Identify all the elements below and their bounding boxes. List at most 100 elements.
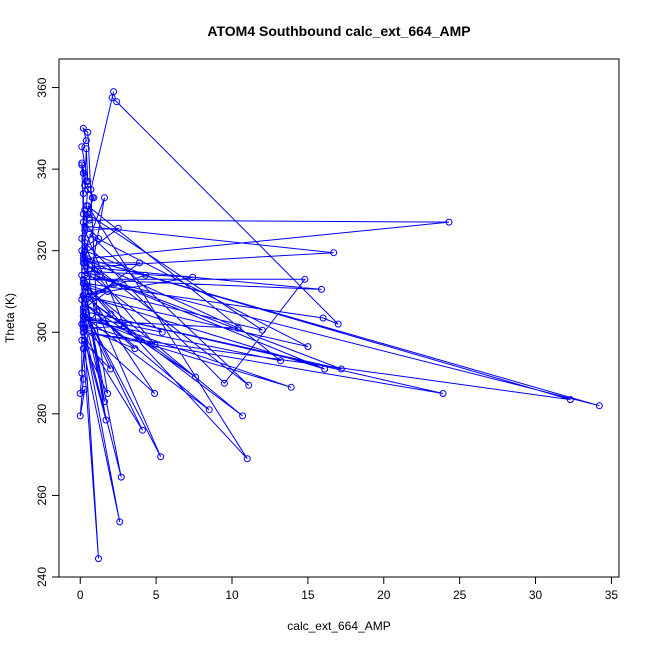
data-point — [81, 255, 89, 263]
data-point — [81, 324, 89, 332]
data-point — [85, 230, 93, 238]
x-tick-label: 15 — [301, 588, 315, 602]
data-point — [81, 259, 89, 267]
data-point — [79, 190, 87, 198]
data-point — [79, 312, 87, 320]
data-point — [287, 383, 295, 391]
data-point — [95, 555, 102, 563]
data-point — [81, 222, 89, 230]
data-point — [81, 385, 89, 393]
data-point — [96, 271, 104, 279]
data-point — [81, 206, 89, 214]
data-point — [79, 218, 87, 226]
data-point — [337, 365, 345, 373]
data-point — [81, 247, 89, 255]
data-point — [82, 177, 90, 185]
data-point — [111, 279, 119, 287]
data-point — [79, 375, 87, 383]
data-point — [82, 145, 90, 153]
data-point — [116, 518, 124, 526]
x-tick-label: 30 — [529, 588, 543, 602]
data-point — [101, 194, 108, 202]
chart-title: ATOM4 Southbound calc_ext_664_AMP — [207, 23, 470, 39]
y-tick-label: 240 — [35, 567, 49, 587]
data-point — [79, 169, 87, 177]
data-point — [192, 373, 200, 381]
data-point — [120, 322, 128, 330]
data-point — [79, 292, 87, 300]
data-point — [139, 426, 146, 434]
data-point — [158, 328, 166, 336]
y-tick-label: 340 — [35, 159, 49, 179]
data-point — [79, 279, 87, 287]
data-point — [79, 320, 87, 328]
data-point — [107, 365, 115, 373]
data-point — [82, 137, 90, 145]
data-point — [79, 124, 87, 132]
data-point — [79, 308, 87, 316]
x-tick-label: 10 — [225, 588, 239, 602]
data-point — [95, 235, 102, 242]
data-point — [566, 396, 574, 404]
data-point — [304, 343, 312, 351]
data-point — [117, 473, 125, 481]
data-point — [78, 143, 86, 151]
data-point — [104, 288, 112, 295]
data-point — [239, 412, 247, 420]
data-point — [330, 249, 338, 257]
y-tick-label: 280 — [35, 404, 49, 424]
data-point — [321, 365, 329, 373]
y-axis: 240 260 280 300 320 340 360 — [35, 77, 60, 587]
data-point — [78, 247, 86, 255]
data-point — [101, 398, 108, 406]
data-point — [104, 390, 112, 397]
data-point — [318, 285, 325, 293]
data-point — [78, 271, 86, 279]
data-point — [439, 390, 447, 397]
data-point — [113, 98, 121, 106]
data-point — [319, 314, 327, 322]
data-point — [79, 251, 87, 259]
data-point — [78, 159, 86, 167]
data-point — [157, 453, 165, 461]
data-point — [107, 310, 115, 318]
data-point — [81, 341, 89, 348]
data-point — [595, 402, 603, 410]
x-tick-label: 25 — [453, 588, 467, 602]
data-point — [114, 224, 122, 232]
x-tick-label: 5 — [153, 588, 160, 602]
data-point — [84, 128, 92, 136]
data-point — [90, 194, 98, 202]
plot-frame — [58, 58, 620, 578]
y-axis-label: Theta (K) — [3, 293, 17, 343]
series-line — [79, 91, 600, 559]
data-point — [81, 226, 89, 234]
data-point — [445, 218, 453, 226]
data-point — [108, 94, 116, 102]
y-tick-label: 320 — [35, 240, 49, 260]
y-tick-label: 260 — [35, 485, 49, 505]
data-point — [258, 326, 266, 334]
series-layer — [76, 88, 603, 563]
data-point — [135, 259, 143, 267]
data-point — [79, 328, 87, 336]
data-point — [301, 275, 309, 283]
data-point — [142, 271, 149, 279]
data-point — [234, 324, 242, 332]
data-point — [220, 379, 228, 387]
data-point — [151, 390, 159, 397]
data-point — [102, 416, 110, 424]
data-point — [78, 161, 86, 169]
data-point — [85, 214, 93, 222]
x-axis-label: calc_ext_664_AMP — [287, 619, 390, 633]
data-point — [79, 210, 87, 218]
data-point — [243, 455, 251, 463]
data-point — [76, 412, 84, 420]
y-tick-label: 360 — [35, 77, 49, 97]
data-point — [79, 275, 87, 283]
data-point — [79, 316, 87, 324]
x-tick-label: 0 — [77, 588, 84, 602]
data-point — [78, 296, 86, 304]
data-point — [189, 273, 197, 281]
data-point — [78, 235, 86, 242]
